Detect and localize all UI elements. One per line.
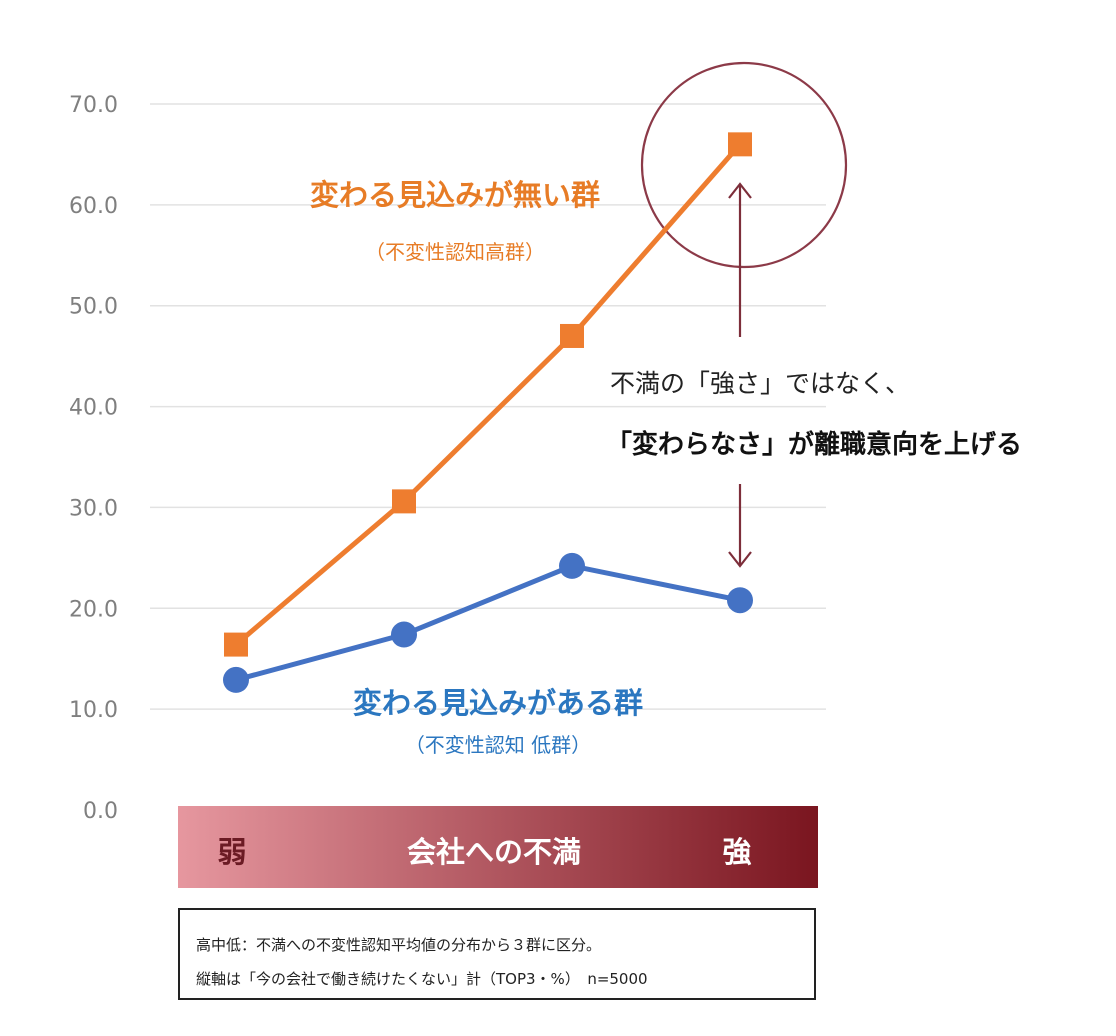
series-1-point-0 — [223, 666, 249, 693]
arrow-down — [728, 484, 752, 568]
series-0-point-0 — [224, 632, 248, 657]
annotation-line1: 不満の「強さ」ではなく、 — [610, 369, 910, 398]
series-1-point-2 — [559, 552, 585, 579]
arrow-up — [728, 182, 752, 337]
series-0-point-1 — [392, 489, 416, 514]
grid-lines — [150, 103, 826, 710]
x-band-right-label: 強 — [722, 835, 751, 869]
x-band-left-label: 弱 — [217, 835, 246, 869]
y-axis-tick-labels: 0.0 10.0 20.0 30.0 40.0 50.0 60.0 70.0 — [69, 93, 118, 824]
series-line-1 — [235, 563, 741, 683]
y-tick-label: 0.0 — [83, 799, 118, 824]
y-tick-label: 10.0 — [69, 698, 118, 723]
series-label-low: 変わる見込みがある群 — [353, 686, 643, 720]
y-tick-label: 20.0 — [69, 597, 118, 622]
series-1-point-3 — [727, 587, 753, 614]
y-tick-label: 70.0 — [69, 93, 118, 118]
footnote-line-2: 縦軸は「今の会社で働き続けたくない」計（TOP3・%） n=5000 — [196, 970, 648, 988]
footnote-box: 高中低：不満への不変性認知平均値の分布から３群に区分。 縦軸は「今の会社で働き続… — [178, 908, 816, 1000]
series-1-point-1 — [391, 621, 417, 648]
x-axis-label: 会社への不満 — [407, 835, 581, 869]
series-label-high: 変わる見込みが無い群 — [310, 178, 600, 212]
x-axis-band — [178, 806, 818, 888]
series-0-point-2 — [560, 323, 584, 348]
annotation-line2: 「変わらなさ」が離職意向を上げる — [606, 429, 1022, 460]
series-sublabel-high: （不変性認知高群） — [365, 240, 545, 264]
series-0-point-3 — [728, 132, 752, 157]
series-line-0 — [234, 142, 742, 647]
y-tick-label: 40.0 — [69, 396, 118, 421]
y-tick-label: 60.0 — [69, 194, 118, 219]
footnote-line-1: 高中低：不満への不変性認知平均値の分布から３群に区分。 — [196, 936, 602, 954]
series-sublabel-low: （不変性認知 低群） — [405, 733, 591, 757]
series-layer — [223, 132, 753, 693]
y-tick-label: 50.0 — [69, 295, 118, 320]
y-tick-label: 30.0 — [69, 496, 118, 521]
highlight-circle — [640, 61, 848, 269]
